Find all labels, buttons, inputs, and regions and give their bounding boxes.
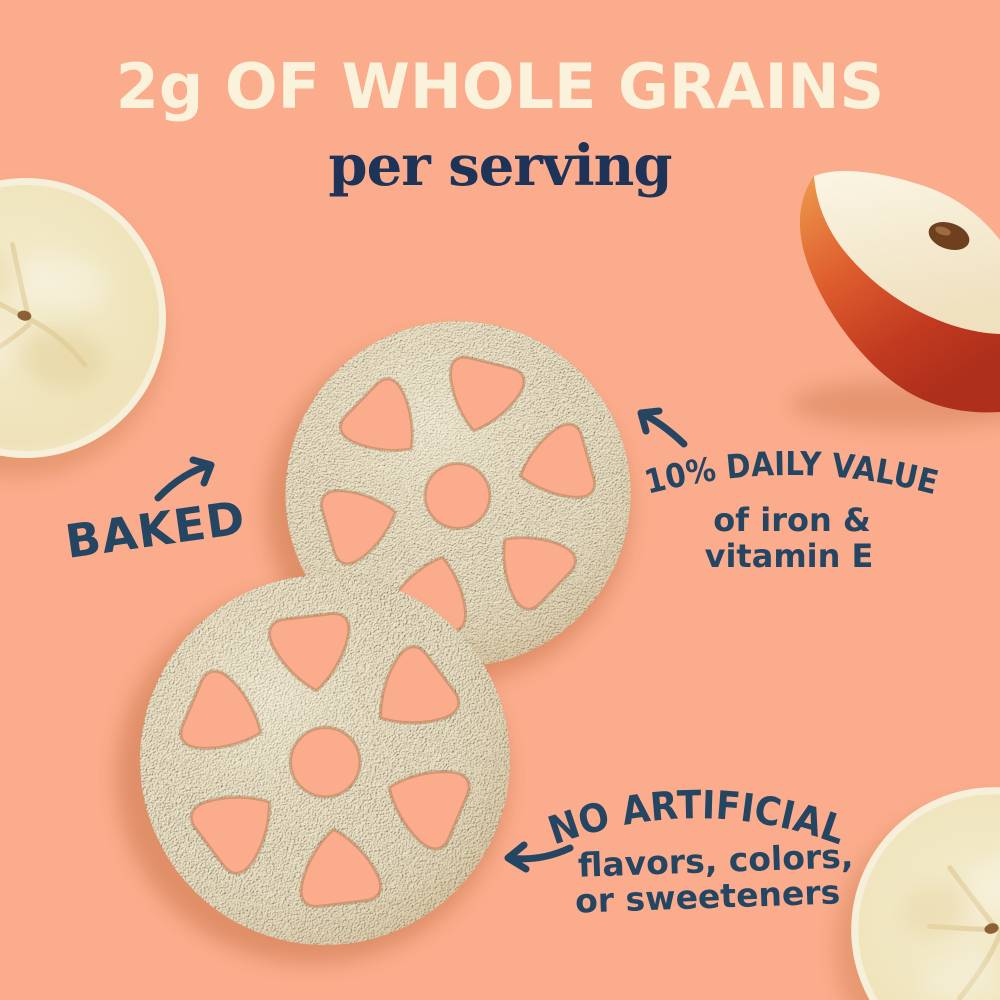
banana-slice-bottom-right [819, 755, 1000, 1000]
daily-value-arrow-up-left-icon [637, 407, 688, 448]
daily-value-line2: of iron & [713, 501, 871, 539]
snack-wheel-front [116, 554, 531, 966]
daily-value-line3: vitamin E [705, 537, 874, 575]
baked-label: BAKED [62, 490, 249, 569]
apple-wedge-top-right [790, 170, 1000, 428]
page-title: 2g OF WHOLE GRAINS [115, 50, 885, 123]
daily-value-headline: 10% DAILY VALUE [641, 444, 943, 502]
no-artificial-line2: flavors, colors, [577, 836, 854, 885]
banana-slice-top-left [0, 156, 188, 480]
no-artificial-line3: or sweeteners [574, 872, 840, 920]
no-artificial-arrow-left-icon [504, 841, 574, 873]
baked-arrow-up-right-icon [154, 456, 215, 502]
page-subtitle: per serving [328, 133, 672, 199]
apple-flesh [814, 170, 1000, 334]
svg-text:10% DAILY VALUE: 10% DAILY VALUE [641, 444, 943, 502]
apple-skin [799, 176, 1000, 413]
